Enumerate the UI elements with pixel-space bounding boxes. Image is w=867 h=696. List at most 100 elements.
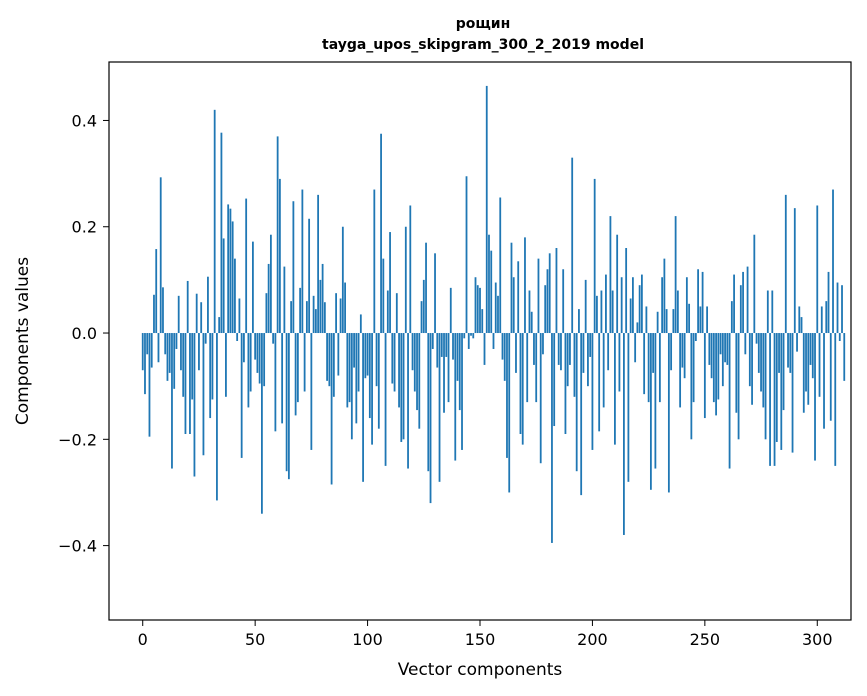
y-axis: −0.4 −0.2 0.0 0.2 0.4 xyxy=(58,111,109,556)
bar-125 xyxy=(422,279,425,334)
bar-245 xyxy=(692,333,695,403)
bar-215 xyxy=(625,248,628,334)
bar-208 xyxy=(609,216,612,334)
bar-227 xyxy=(652,333,655,373)
x-tick-label: 50 xyxy=(245,630,265,649)
bars-group xyxy=(141,85,846,543)
x-tick-label: 200 xyxy=(577,630,608,649)
bar-242 xyxy=(685,277,688,334)
bar-306 xyxy=(829,333,832,421)
bar-170 xyxy=(524,237,526,334)
bar-66 xyxy=(290,301,293,334)
bar-268 xyxy=(744,333,747,355)
bar-127 xyxy=(427,333,430,472)
bar-216 xyxy=(627,333,630,482)
bar-262 xyxy=(730,301,733,334)
bar-202 xyxy=(596,295,598,334)
bar-180 xyxy=(546,269,549,334)
bar-142 xyxy=(461,333,463,450)
bar-296 xyxy=(807,333,810,405)
bar-192 xyxy=(573,333,576,397)
bar-15 xyxy=(175,333,178,349)
x-axis: 0 50 100 150 200 250 300 xyxy=(138,620,833,649)
bar-151 xyxy=(481,309,484,334)
bar-195 xyxy=(580,333,583,496)
bar-146 xyxy=(470,333,472,336)
bar-237 xyxy=(674,216,677,334)
bar-172 xyxy=(528,290,531,334)
bar-33 xyxy=(216,333,218,501)
bar-132 xyxy=(438,333,441,482)
bar-77 xyxy=(314,309,317,334)
bar-168 xyxy=(519,333,522,434)
bar-269 xyxy=(746,266,749,334)
bar-207 xyxy=(607,333,610,371)
bar-148 xyxy=(474,277,477,334)
x-tick-label: 100 xyxy=(352,630,383,649)
bar-199 xyxy=(589,333,592,357)
bar-22 xyxy=(191,333,194,400)
bar-212 xyxy=(618,333,621,392)
bar-233 xyxy=(665,309,668,334)
bar-78 xyxy=(317,194,320,334)
bar-71 xyxy=(301,189,304,334)
bar-85 xyxy=(332,333,335,397)
chart-subtitle: tayga_upos_skipgram_300_2_2019 model xyxy=(322,37,644,53)
bar-183 xyxy=(553,333,556,427)
bar-13 xyxy=(171,333,173,469)
bar-52 xyxy=(258,333,261,384)
bar-248 xyxy=(699,306,702,334)
bar-27 xyxy=(202,333,205,456)
bar-69 xyxy=(296,333,299,403)
bar-224 xyxy=(645,306,648,334)
bar-191 xyxy=(571,157,574,334)
y-axis-label: Components values xyxy=(13,257,33,425)
bar-175 xyxy=(535,333,538,403)
bar-143 xyxy=(463,333,466,339)
bar-254 xyxy=(712,333,715,403)
bar-45 xyxy=(243,333,245,363)
bar-79 xyxy=(319,279,322,334)
bar-259 xyxy=(724,333,726,363)
bar-157 xyxy=(494,282,497,334)
bar-155 xyxy=(490,250,493,334)
bar-60 xyxy=(276,136,279,334)
bar-65 xyxy=(287,333,290,480)
bar-83 xyxy=(328,333,331,387)
bar-187 xyxy=(562,269,565,334)
bar-300 xyxy=(816,205,819,334)
bar-198 xyxy=(587,333,589,387)
bar-221 xyxy=(638,285,641,334)
bar-58 xyxy=(272,333,275,344)
bar-119 xyxy=(409,205,412,334)
bar-18 xyxy=(182,333,185,397)
bar-179 xyxy=(544,285,547,334)
bar-239 xyxy=(679,333,682,408)
bar-144 xyxy=(465,176,468,334)
bar-153 xyxy=(485,85,488,334)
bar-145 xyxy=(467,333,470,349)
bar-89 xyxy=(341,226,344,334)
bar-159 xyxy=(499,197,502,334)
bar-243 xyxy=(688,303,691,334)
bar-141 xyxy=(458,333,461,411)
bar-289 xyxy=(791,333,794,453)
bar-185 xyxy=(557,333,560,365)
bar-42 xyxy=(236,333,239,341)
bar-263 xyxy=(733,274,735,334)
bar-252 xyxy=(708,333,711,365)
bar-266 xyxy=(739,285,742,334)
bar-26 xyxy=(200,302,203,334)
bar-279 xyxy=(769,333,771,466)
bar-246 xyxy=(694,333,697,341)
bar-211 xyxy=(616,234,619,334)
bar-134 xyxy=(443,333,445,413)
bar-131 xyxy=(436,333,439,368)
bar-278 xyxy=(766,290,769,334)
bar-188 xyxy=(564,333,567,434)
bar-281 xyxy=(773,333,776,466)
bar-67 xyxy=(292,201,295,334)
bar-275 xyxy=(760,333,762,392)
x-tick-label: 0 xyxy=(138,630,148,649)
bar-292 xyxy=(798,306,801,334)
